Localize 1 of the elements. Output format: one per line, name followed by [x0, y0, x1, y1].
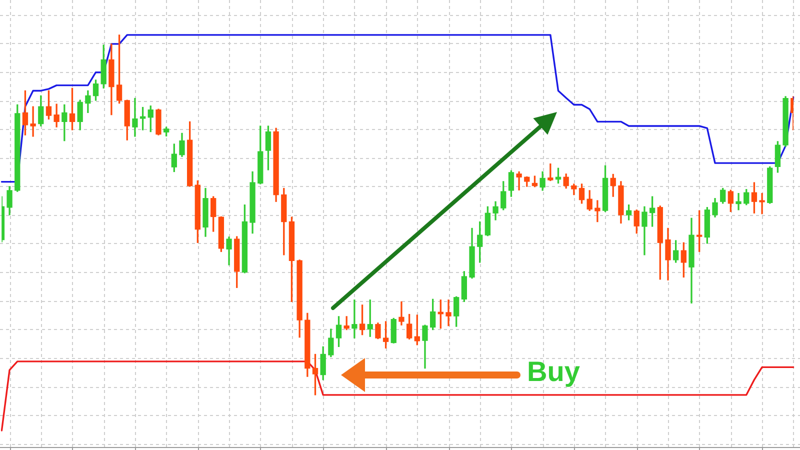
annotation: Buy [527, 356, 580, 387]
